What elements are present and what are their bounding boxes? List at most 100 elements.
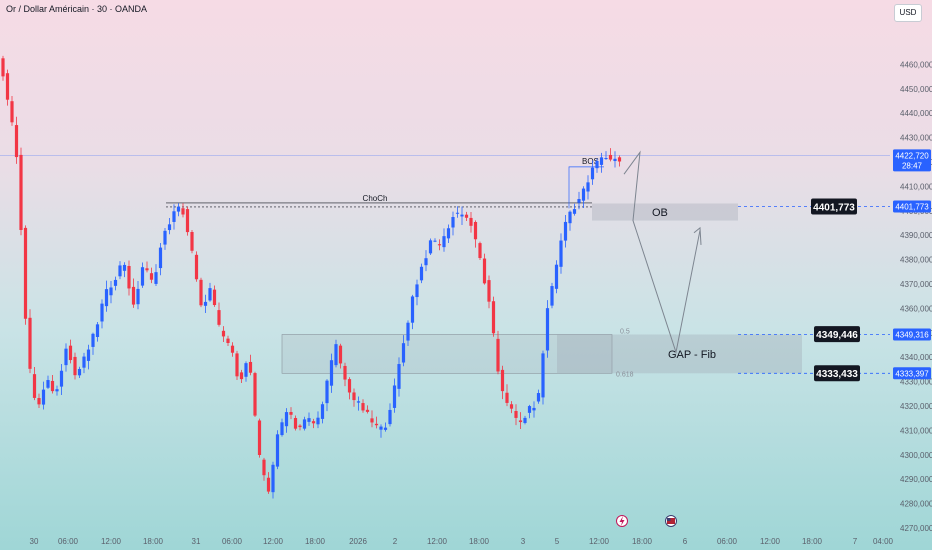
candle-body (617, 157, 622, 162)
candle-body (127, 265, 131, 289)
x-tick-label: 18:00 (305, 537, 326, 546)
candle-body (415, 284, 419, 298)
candle-body (568, 211, 572, 224)
currency-button[interactable]: USD (894, 4, 922, 22)
candle-body (352, 392, 356, 401)
x-tick-label: 12:00 (427, 537, 448, 546)
candle-body (194, 254, 199, 280)
candle-body (334, 344, 338, 366)
y-tick-label: 4380,000 (900, 256, 932, 265)
candle-body (554, 264, 559, 289)
candle-body (235, 353, 239, 377)
candle-body (14, 125, 19, 158)
candle-body (1, 58, 5, 77)
candle-body (289, 412, 293, 415)
order-block-zone (592, 203, 738, 221)
candle-body (532, 407, 536, 411)
x-tick-label: 6 (683, 537, 688, 546)
y-tick-label: 4430,000 (900, 134, 932, 143)
candle-body (158, 247, 163, 269)
candle-body (491, 301, 496, 334)
candle-body (460, 214, 464, 217)
candle-body (86, 349, 91, 361)
candle-body (550, 286, 554, 306)
candle-body (392, 385, 397, 408)
candle-body (104, 289, 109, 307)
ob-label: OB (652, 207, 668, 219)
candle-body (239, 372, 244, 380)
x-tick-label: 18:00 (143, 537, 164, 546)
x-tick-label: 2026 (349, 537, 367, 546)
candle-body (10, 101, 14, 123)
candle-body (559, 240, 563, 267)
candle-body (109, 287, 113, 296)
candle-body (95, 324, 100, 338)
candle-body (541, 353, 545, 398)
candle-body (217, 310, 221, 325)
x-tick-label: 12:00 (101, 537, 122, 546)
candle-body (266, 477, 271, 492)
y-tick-label: 4460,000 (900, 60, 932, 69)
candle-body (464, 214, 469, 218)
candle-body (613, 158, 617, 162)
x-tick-label: 12:00 (263, 537, 284, 546)
fib-lower-price-tag-bg (893, 367, 931, 380)
ob-price-tag: 4401,773 (895, 202, 929, 211)
candle-body (316, 417, 320, 425)
candle-body (383, 427, 388, 430)
candle-body (518, 420, 523, 423)
candle-body (401, 343, 406, 363)
candle-body (320, 404, 325, 419)
candle-body (172, 211, 176, 222)
candle-body (113, 279, 118, 286)
candle-body (64, 348, 68, 366)
fib-level-label: 0.618 (616, 371, 634, 378)
candle-body (581, 188, 586, 201)
flag-stripes (667, 518, 675, 524)
y-tick-label: 4360,000 (900, 304, 932, 313)
candle-body (496, 338, 500, 372)
candle-body (451, 217, 455, 228)
candle-body (419, 266, 424, 281)
x-tick-label: 5 (555, 537, 560, 546)
candle-body (442, 236, 446, 248)
y-tick-label: 4340,000 (900, 353, 932, 362)
x-tick-label: 30 (30, 537, 39, 546)
candle-body (356, 401, 361, 403)
candle-body (599, 157, 604, 165)
candle-body (167, 224, 172, 231)
x-tick-label: 04:00 (873, 537, 894, 546)
candle-body (307, 418, 311, 422)
candle-body (140, 267, 145, 286)
candle-body (509, 404, 514, 409)
candle-body (446, 228, 451, 239)
candle-body (149, 273, 154, 280)
candle-body (136, 288, 140, 305)
candle-body (338, 345, 343, 364)
candle-body (59, 370, 64, 387)
candle-body (181, 208, 185, 215)
fib-upper-price-tag: 4349,316 (895, 330, 929, 339)
candle-body (203, 301, 208, 306)
y-tick-label: 4320,000 (900, 402, 932, 411)
x-tick-label: 18:00 (469, 537, 490, 546)
candle-body (604, 158, 608, 160)
candle-body (586, 182, 590, 192)
candle-body (293, 417, 298, 429)
gap-fib-zone (557, 334, 802, 374)
candle-body (523, 417, 527, 423)
candle-body (163, 230, 167, 245)
candle-body (343, 365, 347, 380)
lightning-glyph (619, 516, 625, 526)
gap-fib-label: GAP - Fib (668, 349, 716, 361)
flag-canton (667, 518, 671, 521)
candle-body (5, 73, 10, 100)
projection-path (623, 150, 701, 355)
candle-body (118, 265, 122, 277)
candle-body (100, 303, 104, 322)
candle-body (536, 393, 541, 402)
candle-body (563, 221, 568, 241)
candle-body (253, 373, 257, 416)
